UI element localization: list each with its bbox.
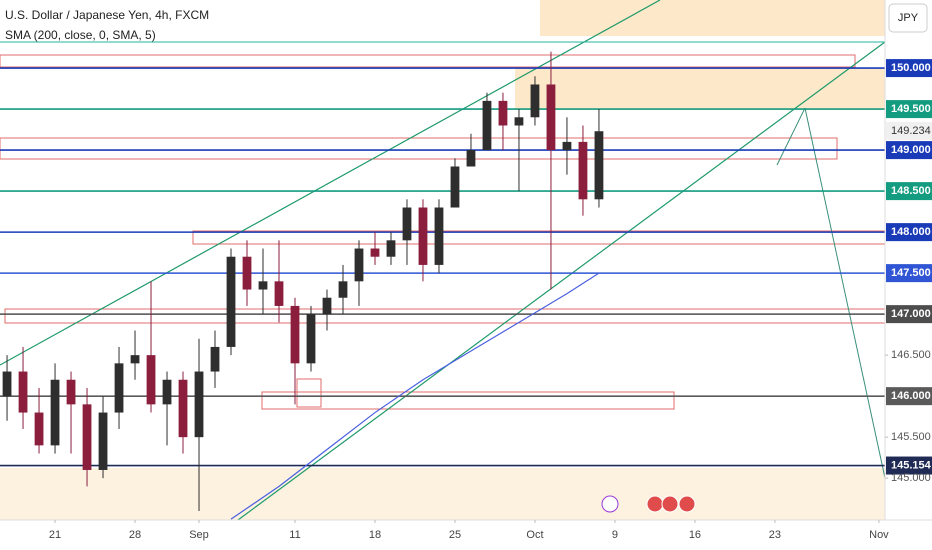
candle-body [530, 84, 540, 118]
y-tick-label: 145.500 [891, 431, 931, 443]
level-label-box [886, 456, 932, 475]
candle-body [354, 248, 364, 282]
candle-body [98, 412, 108, 470]
zone-box [0, 137, 838, 160]
candle-body [594, 131, 604, 200]
zone [515, 68, 885, 110]
candle-body [562, 141, 572, 151]
x-tick-label: 16 [689, 529, 701, 541]
zone-box [261, 391, 675, 410]
y-tick-label: 149.000 [891, 144, 931, 156]
x-tick-label: Sep [189, 529, 209, 541]
x-tick-label: 28 [129, 529, 141, 541]
candle-body [274, 281, 284, 306]
x-tick-label: 11 [289, 529, 300, 541]
currency-button[interactable] [888, 3, 928, 33]
zone-box [296, 378, 322, 408]
zone [540, 0, 885, 36]
candle-body [418, 207, 428, 265]
chart-title: U.S. Dollar / Japanese Yen, 4h, FXCM [5, 8, 209, 22]
zone-box [0, 54, 856, 68]
y-tick-label: 146.000 [891, 390, 931, 402]
candle-body [578, 141, 588, 200]
x-tick-label: 25 [449, 529, 461, 541]
candle-body [146, 355, 156, 405]
sma-line [230, 272, 600, 520]
candle-body [82, 404, 92, 470]
event-icons [601, 495, 696, 513]
x-tick-label: Oct [526, 529, 543, 541]
channel-line [237, 41, 886, 521]
y-tick-label: 147.500 [891, 267, 931, 279]
candle-body [322, 297, 332, 315]
candle-body [194, 371, 204, 438]
x-tick-label: 21 [49, 529, 61, 541]
candle-body [258, 281, 268, 290]
candle-body [18, 371, 28, 413]
y-tick-label: 145.154 [891, 459, 932, 471]
y-tick-label: 148.000 [891, 226, 931, 238]
channel-line [0, 0, 661, 366]
candle-body [162, 379, 172, 405]
currency-button-label[interactable]: JPY [898, 12, 919, 24]
drawings [0, 0, 886, 521]
candle-body [434, 207, 444, 265]
candle-body [226, 256, 236, 347]
event-icon[interactable] [601, 495, 619, 513]
candle-body [546, 84, 556, 151]
level-label-box [886, 305, 932, 324]
candle-body [450, 166, 460, 208]
candle-body [514, 117, 524, 126]
candle-body [498, 100, 508, 126]
event-icon[interactable] [678, 495, 696, 513]
y-tick-label: 145.000 [891, 472, 931, 484]
plot [2, 51, 604, 520]
candle-body [338, 281, 348, 298]
event-icon[interactable] [646, 495, 664, 513]
candle-body [210, 346, 220, 372]
candle-body [178, 379, 188, 438]
level-label-box [886, 182, 932, 201]
y-tick-label: 149.500 [891, 103, 931, 115]
x-tick-label: 23 [769, 529, 781, 541]
x-tick-label: 9 [612, 529, 618, 541]
level-label-box [886, 264, 932, 283]
candle-body [242, 256, 252, 290]
candle-body [402, 207, 412, 241]
y-tick-label: 150.000 [891, 62, 931, 74]
candle-body [130, 355, 140, 364]
event-icon[interactable] [661, 495, 679, 513]
candle-body [290, 305, 300, 364]
x-tick-label: 18 [369, 529, 381, 541]
candle-body [466, 150, 476, 167]
candle-body [34, 412, 44, 446]
candle-body [50, 379, 60, 446]
candle-body [306, 314, 316, 364]
y-tick-label: 146.500 [891, 349, 931, 361]
candle-body [66, 379, 76, 405]
y-tick-label: 148.500 [891, 185, 931, 197]
last-price-label: 149.234 [891, 125, 931, 137]
zone [0, 468, 885, 520]
level-label-box [886, 59, 932, 78]
level-label-box [886, 141, 932, 160]
last-price-box [886, 121, 932, 140]
y-tick-label: 147.000 [891, 308, 931, 320]
candle-body [370, 248, 380, 257]
candle-body [2, 371, 12, 397]
axes: 150.000 149.500 149.000 148.500 148.000 147.5… [49, 59, 932, 541]
projection-line [776, 107, 806, 166]
candle-body [482, 100, 492, 151]
indicator-label: SMA (200, close, 0, SMA, 5) [5, 28, 156, 42]
level-label-box [886, 223, 932, 242]
candle-body [386, 240, 396, 257]
projection-line [804, 107, 886, 479]
level-label-box [886, 100, 932, 119]
level-label-box [886, 387, 932, 406]
candle-body [114, 363, 124, 413]
x-tick-label: Nov [869, 529, 889, 541]
